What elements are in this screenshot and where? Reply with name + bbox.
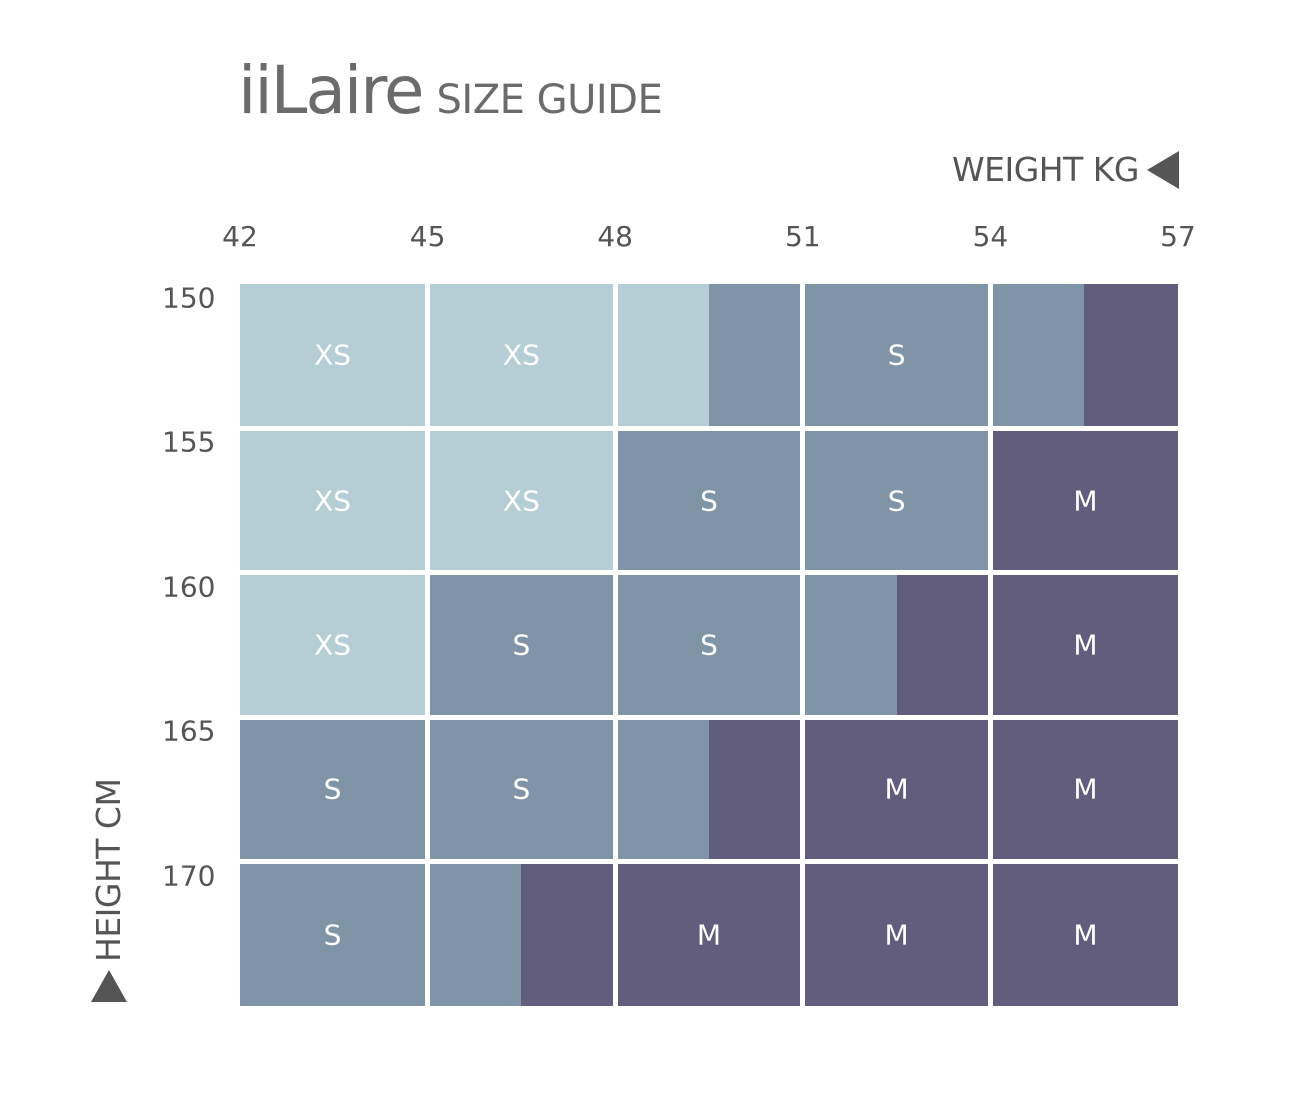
size-segment-m: [1084, 284, 1178, 426]
size-label: XS: [502, 484, 540, 518]
size-cell: M: [992, 864, 1178, 1006]
y-tick-label: 165: [162, 714, 216, 748]
size-cell: S: [805, 284, 988, 426]
size-cell: XS: [240, 575, 426, 715]
size-segment-s: [430, 719, 613, 860]
x-tick-label: 48: [597, 220, 634, 253]
size-cell: M: [992, 430, 1178, 571]
size-label: M: [884, 772, 909, 806]
size-segment-s: [240, 719, 426, 860]
x-axis-label: WEIGHT KG: [952, 150, 1139, 189]
triangle-left-icon: [1146, 150, 1179, 189]
size-cell: S: [617, 430, 801, 571]
size-label: M: [696, 918, 722, 952]
size-segment-s: [430, 864, 522, 1006]
size-segment-m: [992, 864, 1178, 1006]
size-segment-m: [896, 575, 988, 715]
size-label: M: [884, 918, 909, 952]
size-segment-s: [617, 575, 801, 715]
x-axis-title: WEIGHT KG: [952, 150, 1179, 189]
size-label: S: [887, 484, 906, 518]
size-segment-m: [805, 719, 988, 860]
size-cell: [805, 575, 988, 715]
x-tick-label: 51: [784, 220, 821, 253]
y-axis-label: HEIGHT CM: [89, 778, 128, 962]
size-segment-xs: [240, 575, 426, 715]
size-cell: S: [805, 430, 988, 571]
size-cell: XS: [430, 430, 613, 571]
size-segment-s: [240, 864, 426, 1006]
size-segment-s: [708, 284, 801, 426]
size-label: XS: [314, 338, 352, 372]
title-subtitle: SIZE GUIDE: [436, 77, 663, 123]
size-cell: [992, 284, 1178, 426]
size-segment-m: [521, 864, 613, 1006]
size-label: M: [1073, 772, 1098, 806]
size-segment-s: [430, 575, 613, 715]
y-tick-label: 170: [162, 859, 216, 893]
size-cell: [430, 864, 613, 1006]
size-cell: S: [430, 575, 613, 715]
size-label: S: [887, 338, 906, 372]
size-cell: M: [617, 864, 801, 1006]
brand-name: iiLaire: [238, 52, 425, 129]
x-tick-label: 54: [972, 220, 1009, 253]
size-cell: M: [805, 719, 988, 860]
size-segment-s: [805, 575, 897, 715]
size-segment-s: [805, 284, 988, 426]
size-label: XS: [314, 484, 352, 518]
size-cell: S: [430, 719, 613, 860]
size-segment-m: [992, 430, 1178, 571]
size-cell: S: [240, 719, 426, 860]
size-label: S: [700, 484, 718, 518]
size-segment-s: [617, 430, 801, 571]
size-segment-xs: [430, 430, 613, 571]
size-segment-xs: [240, 430, 426, 571]
size-label: M: [1073, 484, 1098, 518]
size-cell: XS: [240, 284, 426, 426]
size-label: M: [1073, 628, 1098, 662]
size-segment-m: [992, 575, 1178, 715]
y-tick-label: 150: [162, 281, 216, 315]
size-cell: [617, 284, 801, 426]
size-segment-m: [708, 719, 801, 860]
x-tick-label: 57: [1160, 220, 1196, 253]
x-tick-label: 42: [222, 220, 258, 253]
x-tick-label: 45: [409, 220, 446, 253]
size-cell: M: [805, 864, 988, 1006]
size-cell: S: [617, 575, 801, 715]
size-segment-s: [805, 430, 988, 571]
size-label: S: [512, 628, 531, 662]
size-cell: [617, 719, 801, 860]
y-axis-title: HEIGHT CM: [89, 779, 128, 1002]
size-segment-xs: [240, 284, 426, 426]
size-label: M: [1073, 918, 1098, 952]
y-tick-label: 160: [162, 570, 216, 604]
triangle-right-icon: [90, 970, 127, 1002]
size-label: XS: [502, 338, 540, 372]
size-segment-m: [617, 864, 801, 1006]
size-segment-s: [992, 284, 1085, 426]
size-label: S: [323, 918, 342, 952]
size-cell: S: [240, 864, 426, 1006]
chart-title: iiLaire SIZE GUIDE: [238, 52, 663, 129]
size-cell: M: [992, 575, 1178, 715]
size-segment-xs: [430, 284, 613, 426]
size-cell: XS: [430, 284, 613, 426]
size-label: S: [512, 772, 531, 806]
size-segment-m: [805, 864, 988, 1006]
size-cell: XS: [240, 430, 426, 571]
size-label: XS: [314, 628, 352, 662]
size-label: S: [323, 772, 342, 806]
size-cell: M: [992, 719, 1178, 860]
size-segment-xs: [617, 284, 709, 426]
y-tick-label: 155: [162, 425, 216, 459]
size-segment-m: [992, 719, 1178, 860]
size-segment-s: [617, 719, 709, 860]
size-label: S: [700, 628, 718, 662]
